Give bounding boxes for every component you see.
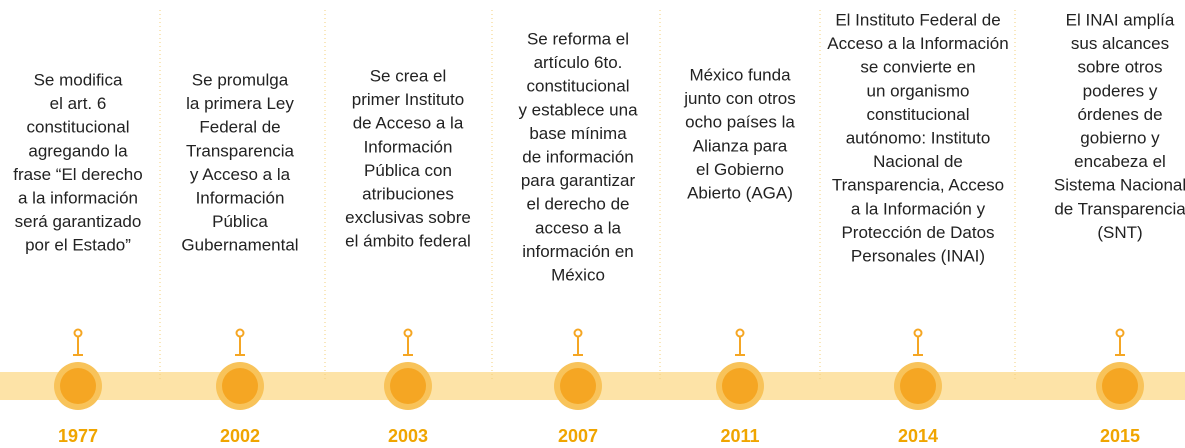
event-text: poderes y bbox=[1083, 81, 1158, 100]
event-text: Sistema Nacional bbox=[1054, 176, 1185, 195]
year-node bbox=[722, 368, 758, 404]
event-text: Transparencia, Acceso bbox=[832, 176, 1004, 195]
event-text: a la Información y bbox=[851, 199, 986, 218]
event-text: Protección de Datos bbox=[841, 223, 994, 242]
year-node bbox=[1102, 368, 1138, 404]
event-text: Personales (INAI) bbox=[851, 246, 985, 265]
event-text: Gubernamental bbox=[181, 236, 298, 255]
year-label: 2015 bbox=[1100, 426, 1140, 446]
connector-dot bbox=[913, 328, 923, 338]
event-text: acceso a la bbox=[535, 218, 622, 237]
year-label: 1977 bbox=[58, 426, 98, 446]
event-text: Acceso a la Información bbox=[827, 34, 1008, 53]
event-text: gobierno y bbox=[1080, 128, 1160, 147]
event-text: primer Instituto bbox=[352, 90, 464, 109]
event-text: El INAI amplía bbox=[1066, 10, 1175, 29]
event-text: base mínima bbox=[529, 124, 627, 143]
event-text: sobre otros bbox=[1077, 58, 1162, 77]
event-text: órdenes de bbox=[1077, 105, 1162, 124]
event-text: Se promulga bbox=[192, 70, 289, 89]
event-text: artículo 6to. bbox=[534, 53, 623, 72]
event-text: Nacional de bbox=[873, 152, 963, 171]
event-text: para garantizar bbox=[521, 171, 636, 190]
event-text: será garantizado bbox=[15, 212, 142, 231]
event-text: Abierto (AGA) bbox=[687, 183, 793, 202]
event-text: (SNT) bbox=[1097, 223, 1142, 242]
event-text: se convierte en bbox=[860, 58, 975, 77]
event-text: atribuciones bbox=[362, 184, 454, 203]
event-text: Información bbox=[364, 137, 453, 156]
event-text: el derecho de bbox=[526, 195, 629, 214]
connector-dot bbox=[403, 328, 413, 338]
year-node bbox=[60, 368, 96, 404]
event-text: de Acceso a la bbox=[353, 114, 464, 133]
event-text: información en bbox=[522, 242, 634, 261]
event-text: México funda bbox=[689, 65, 791, 84]
event-text: el art. 6 bbox=[50, 94, 107, 113]
event-text: el Gobierno bbox=[696, 160, 784, 179]
event-text: de Transparencia bbox=[1054, 199, 1185, 218]
event-text: Pública con bbox=[364, 161, 452, 180]
year-label: 2011 bbox=[720, 426, 759, 446]
event-text: Transparencia bbox=[186, 141, 295, 160]
event-text: junto con otros bbox=[683, 89, 796, 108]
event-text: frase “El derecho bbox=[13, 165, 142, 184]
year-label: 2002 bbox=[220, 426, 260, 446]
year-label: 2003 bbox=[388, 426, 428, 446]
connector-dot bbox=[73, 328, 83, 338]
event-text: constitucional bbox=[526, 77, 629, 96]
year-node bbox=[222, 368, 258, 404]
event-text: por el Estado” bbox=[25, 236, 131, 255]
event-text: un organismo bbox=[866, 81, 969, 100]
event-text: constitucional bbox=[26, 118, 129, 137]
event-text: Pública bbox=[212, 212, 268, 231]
connector-dot bbox=[735, 328, 745, 338]
year-node bbox=[390, 368, 426, 404]
event-text: Alianza para bbox=[693, 136, 788, 155]
event-text: México bbox=[551, 265, 605, 284]
event-text: Se modifica bbox=[34, 70, 123, 89]
connector-dot bbox=[1115, 328, 1125, 338]
event-text: El Instituto Federal de bbox=[835, 10, 1000, 29]
event-text: sus alcances bbox=[1071, 34, 1169, 53]
event-text: la primera Ley bbox=[186, 94, 294, 113]
event-text: Se reforma el bbox=[527, 29, 629, 48]
event-text: encabeza el bbox=[1074, 152, 1166, 171]
event-text: y Acceso a la bbox=[190, 165, 291, 184]
event-text: Federal de bbox=[199, 118, 280, 137]
event-text: constitucional bbox=[866, 105, 969, 124]
event-text: el ámbito federal bbox=[345, 232, 471, 251]
event-text: Se crea el bbox=[370, 66, 447, 85]
event-text: de información bbox=[522, 147, 634, 166]
year-node bbox=[560, 368, 596, 404]
event-text: Información bbox=[196, 188, 285, 207]
year-label: 2014 bbox=[898, 426, 938, 446]
event-text: a la información bbox=[18, 188, 138, 207]
connector-dot bbox=[235, 328, 245, 338]
event-text: y establece una bbox=[518, 100, 638, 119]
event-text: autónomo: Instituto bbox=[846, 128, 991, 147]
year-label: 2007 bbox=[558, 426, 598, 446]
connector-dot bbox=[573, 328, 583, 338]
event-text: agregando la bbox=[28, 141, 128, 160]
event-text: exclusivas sobre bbox=[345, 208, 471, 227]
year-node bbox=[900, 368, 936, 404]
event-text: ocho países la bbox=[685, 113, 795, 132]
